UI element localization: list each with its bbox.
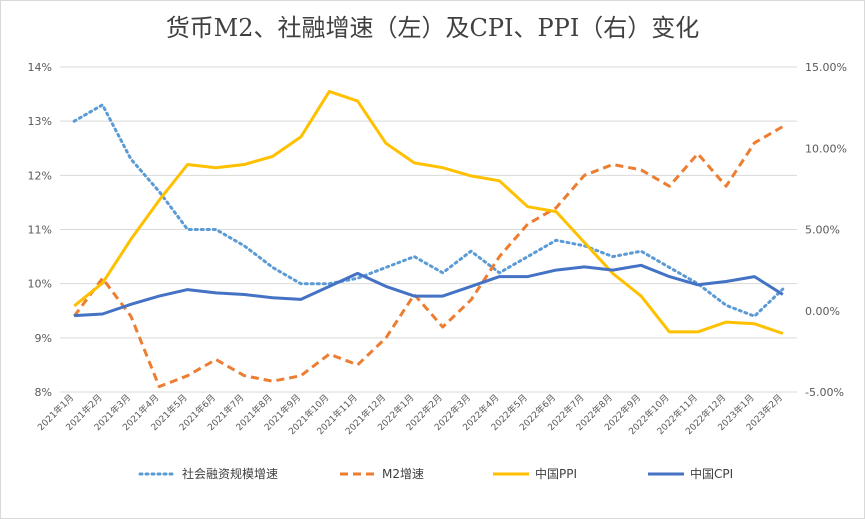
series-line bbox=[72, 125, 784, 389]
chart-title: 货币M2、社融增速（左）及CPI、PPI（右）变化 bbox=[165, 14, 700, 42]
left-tick-label: 11% bbox=[28, 224, 52, 237]
left-axis-ticks: 8% 9% 10% 11% 12% 13% 14% bbox=[28, 61, 52, 399]
legend: 社会融资规模增速 M2增速 中国PPI 中国CPI bbox=[138, 466, 733, 481]
left-tick-label: 14% bbox=[28, 61, 52, 74]
right-tick-label: -5.00% bbox=[805, 386, 844, 399]
right-tick-label: 5.00% bbox=[805, 224, 840, 237]
series-lines bbox=[72, 89, 785, 389]
left-tick-label: 10% bbox=[28, 278, 52, 291]
right-axis-ticks: -5.00% 0.00% 5.00% 10.00% 15.00% bbox=[805, 61, 847, 399]
left-tick-label: 12% bbox=[28, 169, 52, 182]
gridlines bbox=[60, 66, 797, 393]
series-line bbox=[73, 89, 784, 335]
legend-label: 中国PPI bbox=[535, 466, 577, 481]
series-line bbox=[72, 103, 785, 318]
legend-label: 中国CPI bbox=[690, 466, 733, 481]
legend-label: 社会融资规模增速 bbox=[182, 466, 278, 481]
left-tick-label: 13% bbox=[28, 115, 52, 128]
right-tick-label: 15.00% bbox=[805, 61, 847, 74]
legend-label: M2增速 bbox=[382, 467, 424, 481]
right-tick-label: 10.00% bbox=[805, 142, 847, 155]
left-tick-label: 9% bbox=[35, 332, 52, 345]
x-axis-ticks: 2021年1月2021年2月2021年3月2021年4月2021年5月2021年… bbox=[35, 392, 785, 438]
left-tick-label: 8% bbox=[35, 386, 52, 399]
series-line bbox=[74, 263, 784, 318]
right-tick-label: 0.00% bbox=[805, 305, 840, 318]
